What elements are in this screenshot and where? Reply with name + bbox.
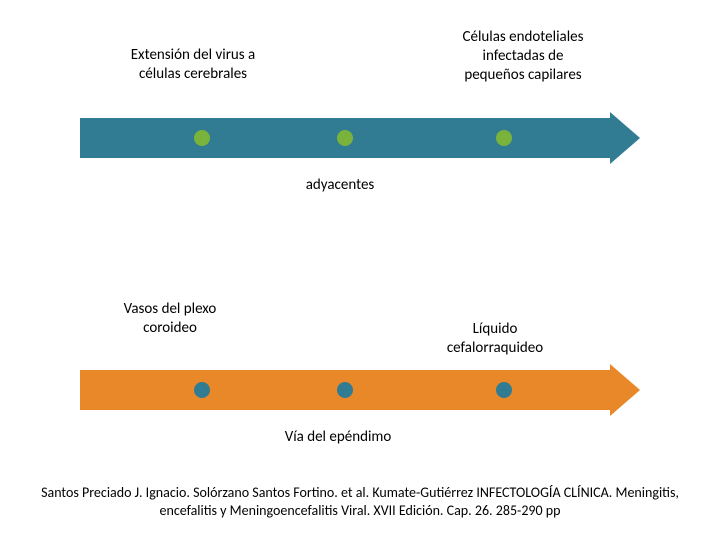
arrow-top-dot-2 <box>337 130 353 146</box>
label-bottom-right-line2: cefalorraquideo <box>447 339 543 357</box>
label-top-left-line2: células cerebrales <box>139 65 247 83</box>
arrow-bottom <box>80 370 640 410</box>
label-top-right-line3: pequeños capilares <box>464 66 581 84</box>
label-top-right-line2: infectadas de <box>483 47 564 65</box>
arrow-bottom-head <box>610 364 640 416</box>
label-top-right: Células endoteliales infectadas de peque… <box>438 28 608 84</box>
label-top-right-line1: Células endoteliales <box>463 28 584 46</box>
label-bottom-left: Vasos del plexo coroideo <box>95 300 245 338</box>
label-bottom-below: Vía del epéndimo <box>258 428 418 447</box>
arrow-bottom-dot-3 <box>496 382 512 398</box>
label-top-left: Extensión del virus a células cerebrales <box>108 46 278 84</box>
citation-text: Santos Preciado J. Ignacio. Solórzano Sa… <box>41 484 679 519</box>
citation: Santos Preciado J. Ignacio. Solórzano Sa… <box>30 484 690 520</box>
arrow-top-dot-1 <box>194 130 210 146</box>
arrow-bottom-dot-1 <box>194 382 210 398</box>
label-bottom-left-line2: coroideo <box>143 319 197 337</box>
label-bottom-right: Líquido cefalorraquideo <box>415 320 575 358</box>
arrow-top <box>80 118 640 158</box>
arrow-bottom-dot-2 <box>337 382 353 398</box>
label-bottom-left-line1: Vasos del plexo <box>124 300 217 318</box>
label-bottom-below-text: Vía del epéndimo <box>285 428 392 446</box>
label-bottom-right-line1: Líquido <box>473 320 518 338</box>
label-top-below-text: adyacentes <box>306 176 375 194</box>
arrow-top-head <box>610 112 640 164</box>
label-top-below: adyacentes <box>280 176 400 195</box>
arrow-top-dot-3 <box>496 130 512 146</box>
label-top-left-line1: Extensión del virus a <box>131 46 256 64</box>
